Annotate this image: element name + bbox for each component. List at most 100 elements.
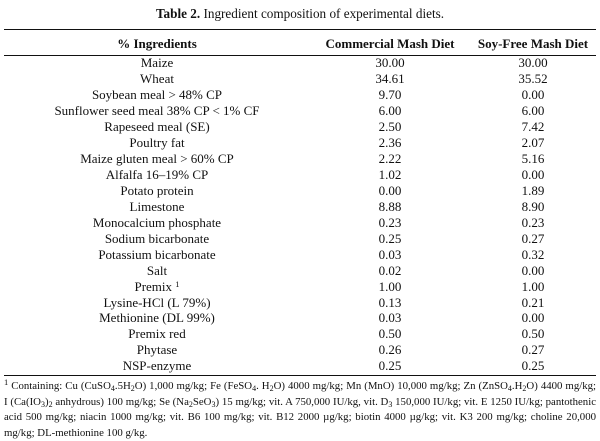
commercial-value: 9.70 (378, 87, 402, 103)
soyfree-value: 0.00 (521, 87, 545, 103)
footnote-text: .H (511, 380, 523, 392)
subscript: 2 (130, 384, 135, 393)
table-row: Potassium bicarbonate 0.03 0.32 (4, 246, 596, 262)
footnote-marker: 1 (4, 377, 9, 387)
footnote-text: . H (256, 380, 270, 392)
table-row: Rapeseed meal (SE) 2.50 7.42 (4, 119, 596, 135)
header-soyfree: Soy-Free Mash Diet (477, 36, 589, 51)
soyfree-value: 1.00 (521, 278, 545, 294)
commercial-value: 0.25 (378, 230, 402, 246)
table-row: Potato protein 0.00 1.89 (4, 183, 596, 199)
commercial-value: 0.26 (378, 342, 402, 358)
ingredient-name: Potassium bicarbonate (4, 246, 310, 262)
footnote-text: 150,000 IU/kg; vit. E 1250 IU/kg; pantot… (4, 395, 597, 439)
soyfree-value: 0.50 (521, 326, 545, 342)
footnote-text: anhydrous) 100 mg/kg; Se (Na (52, 395, 189, 408)
ingredient-label: Premix red (128, 326, 186, 342)
ingredient-name: Monocalcium phosphate (4, 214, 310, 230)
ingredient-label: Lysine-HCl (L 79%) (103, 294, 211, 310)
soyfree-value: 30.00 (518, 55, 548, 71)
soyfree-value: 35.52 (518, 71, 548, 87)
soyfree-value: 0.00 (521, 262, 545, 278)
soyfree-value: 7.42 (521, 119, 545, 135)
ingredient-name: Potato protein (4, 183, 310, 199)
table-row: Maize gluten meal > 60% CP 2.22 5.16 (4, 151, 596, 167)
ingredient-label: Premix (134, 278, 173, 294)
commercial-value: 1.02 (378, 167, 402, 183)
table-row: Lysine-HCl (L 79%) 0.13 0.21 (4, 294, 596, 310)
footnote-text: Containing: Cu (CuSO (11, 380, 111, 392)
ingredient-label: Sodium bicarbonate (104, 230, 210, 246)
subscript: 4 (507, 384, 512, 393)
commercial-value: 0.25 (378, 358, 402, 374)
commercial-value: 0.23 (378, 214, 402, 230)
subscript: 4 (252, 384, 257, 393)
header-commercial: Commercial Mash Diet (325, 36, 455, 51)
table-row: Poultry fat 2.36 2.07 (4, 135, 596, 151)
commercial-value: 0.50 (378, 326, 402, 342)
ingredient-name: Premix 1 (4, 278, 310, 294)
soyfree-value: 0.00 (521, 167, 545, 183)
soyfree-value: 0.00 (521, 310, 545, 326)
commercial-value: 0.03 (378, 310, 402, 326)
subscript: 3 (211, 399, 216, 409)
ingredient-label: Potato protein (120, 182, 194, 198)
commercial-value: 0.03 (378, 246, 402, 262)
ingredient-name: Maize gluten meal > 60% CP (4, 151, 310, 167)
ingredient-name: Rapeseed meal (SE) (4, 119, 310, 135)
footnote-ref: 1 (175, 278, 180, 289)
table-row: Methionine (DL 99%) 0.03 0.00 (4, 310, 596, 326)
soyfree-value: 5.16 (521, 151, 545, 167)
table-row: Premix red 0.50 0.50 (4, 326, 596, 342)
commercial-value: 30.00 (375, 55, 405, 71)
commercial-value: 0.02 (378, 262, 402, 278)
footnote-text: O) 4400 mg/kg; I (Ca(IO (4, 380, 597, 408)
table-row: Soybean meal > 48% CP 9.70 0.00 (4, 87, 596, 103)
table-row: NSP-enzyme 0.25 0.25 (4, 358, 596, 374)
footnote: 1 Containing: Cu (CuSO4.5H2O) 1,000 mg/k… (4, 377, 597, 441)
soyfree-value: 0.23 (521, 214, 545, 230)
subscript: 2 (522, 384, 527, 393)
subscript: 2 (48, 399, 53, 409)
footnote-text: ) (44, 395, 49, 408)
ingredient-label: Methionine (DL 99%) (99, 310, 215, 326)
soyfree-value: 8.90 (521, 198, 545, 214)
ingredient-label: Potassium bicarbonate (98, 246, 216, 262)
ingredient-label: Salt (146, 262, 168, 278)
ingredient-name: Wheat (4, 71, 310, 87)
soyfree-value: 6.00 (521, 103, 545, 119)
ingredient-label: Maize gluten meal > 60% CP (80, 151, 234, 167)
ingredient-name: Soybean meal > 48% CP (4, 87, 310, 103)
commercial-value: 0.13 (378, 294, 402, 310)
ingredient-label: Wheat (140, 71, 174, 87)
commercial-value: 2.50 (378, 119, 402, 135)
soyfree-value: 2.07 (521, 135, 545, 151)
footnote-text: O) 4000 mg/kg; Mn (MnO) 10,000 mg/kg; Zn… (273, 380, 508, 392)
soyfree-value: 0.25 (521, 358, 545, 374)
ingredient-name: Salt (4, 262, 310, 278)
footnote-text: ) 15 mg/kg; vit. A 750,000 IU/kg, vit. D (215, 395, 389, 408)
footnote-text: SeO (192, 395, 212, 408)
ingredient-name: Sunflower seed meal 38% CP < 1% CF (4, 103, 310, 119)
commercial-value: 2.22 (378, 151, 402, 167)
table-row: Premix 1 1.00 1.00 (4, 278, 596, 294)
ingredient-name: Poultry fat (4, 135, 310, 151)
ingredient-label: Rapeseed meal (SE) (104, 119, 210, 135)
ingredient-label: Alfalfa 16–19% CP (105, 167, 209, 183)
table-row: Salt 0.02 0.00 (4, 262, 596, 278)
ingredient-label: Sunflower seed meal 38% CP < 1% CF (54, 103, 260, 119)
top-rule (4, 29, 596, 30)
ingredient-label: Maize (140, 55, 174, 71)
header-ingredients: % Ingredients (117, 36, 197, 51)
soyfree-value: 0.27 (521, 230, 545, 246)
ingredient-name: Limestone (4, 198, 310, 214)
table-row: Alfalfa 16–19% CP 1.02 0.00 (4, 167, 596, 183)
footnote-text: O) 1,000 mg/kg; Fe (FeSO (134, 380, 253, 392)
ingredient-label: Limestone (129, 198, 185, 214)
table-row: Sunflower seed meal 38% CP < 1% CF 6.00 6.… (4, 103, 596, 119)
ingredient-label: Poultry fat (129, 135, 185, 151)
ingredient-table: % Ingredients Commercial Mash Diet Soy-F… (4, 33, 596, 374)
ingredient-name: Alfalfa 16–19% CP (4, 167, 310, 183)
soyfree-value: 0.27 (521, 342, 545, 358)
bottom-rule (4, 375, 596, 376)
